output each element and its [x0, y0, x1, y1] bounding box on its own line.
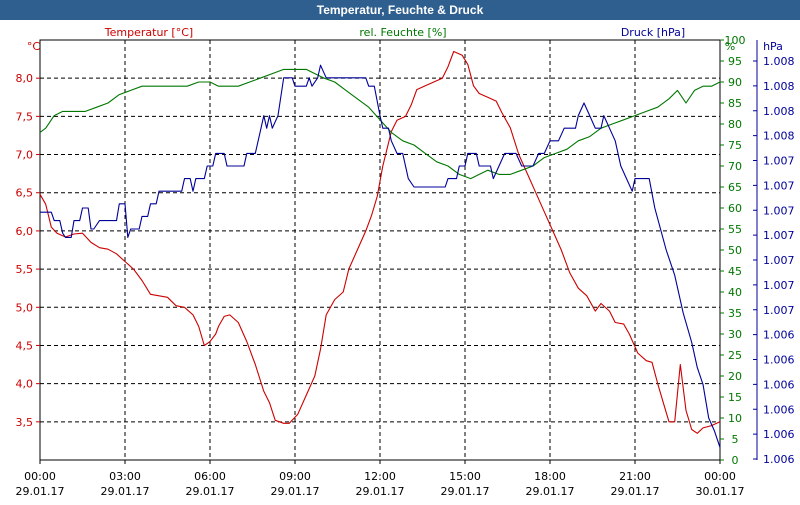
x-tick-date-label: 29.01.17	[611, 485, 660, 498]
pressure-tick-label: 1.006	[763, 453, 795, 466]
pressure-legend: Druck [hPa]	[621, 26, 685, 39]
x-tick-time-label: 00:00	[24, 470, 56, 483]
pressure-tick-label: 1.006	[763, 329, 795, 342]
temperature-unit-label: °C	[27, 40, 41, 53]
x-tick-date-label: 29.01.17	[16, 485, 65, 498]
humidity-tick-label: 40	[728, 286, 742, 299]
humidity-tick-label: 65	[728, 181, 742, 194]
x-tick-date-label: 29.01.17	[271, 485, 320, 498]
pressure-unit-label: hPa	[763, 40, 783, 53]
pressure-tick-label: 1.008	[763, 130, 795, 143]
pressure-tick-label: 1.008	[763, 105, 795, 118]
humidity-tick-label: 30	[728, 328, 742, 341]
humidity-tick-label: 50	[728, 244, 742, 257]
humidity-tick-label: 45	[728, 265, 742, 278]
humidity-tick-label: 90	[728, 76, 742, 89]
humidity-tick-label: 60	[728, 202, 742, 215]
humidity-tick-label: 70	[728, 160, 742, 173]
humidity-tick-label: 25	[728, 349, 742, 362]
humidity-tick-label: 85	[728, 97, 742, 110]
pressure-axis: 1.006 1.006 1.006 1.006 1.006 1.006 1.007 1.007…	[753, 40, 795, 466]
humidity-tick-label: 0	[732, 454, 739, 467]
x-tick-date-label: 30.01.17	[696, 485, 745, 498]
humidity-tick-label: 10	[728, 412, 742, 425]
temperature-tick-label: 4,5	[16, 339, 34, 352]
pressure-tick-label: 1.007	[763, 155, 795, 168]
x-tick-date-label: 29.01.17	[101, 485, 150, 498]
x-tick-date-label: 29.01.17	[441, 485, 490, 498]
chart-title-bar: Temperatur, Feuchte & Druck	[0, 0, 800, 20]
chart-area: 3,5 4,0 4,5 5,0 5,5 6,0 6,5 7,0 7,5 8,0 0 5 10 15 20 2…	[0, 20, 800, 500]
x-tick-time-label: 21:00	[619, 470, 651, 483]
x-tick-date-label: 29.01.17	[186, 485, 235, 498]
humidity-tick-label: 95	[728, 55, 742, 68]
x-tick-time-label: 00:00	[704, 470, 736, 483]
humidity-unit-label: %	[725, 40, 735, 53]
pressure-tick-label: 1.007	[763, 204, 795, 217]
temperature-tick-label: 3,5	[16, 416, 34, 429]
pressure-tick-label: 1.006	[763, 378, 795, 391]
temperature-tick-label: 4,0	[16, 378, 34, 391]
humidity-tick-label: 80	[728, 118, 742, 131]
x-tick-date-label: 29.01.17	[526, 485, 575, 498]
x-tick-date-label: 29.01.17	[356, 485, 405, 498]
temperature-tick-label: 6,0	[16, 225, 34, 238]
humidity-legend: rel. Feuchte [%]	[359, 26, 446, 39]
x-axis: 00:00 29.01.17 03:00 29.01.17 06:00 29.01.17 0…	[16, 460, 745, 498]
pressure-tick-label: 1.008	[763, 80, 795, 93]
pressure-tick-label: 1.006	[763, 403, 795, 416]
temperature-tick-label: 7,0	[16, 149, 34, 162]
humidity-axis: 0510152025303540455055606570758085909510…	[720, 34, 746, 467]
humidity-tick-label: 55	[728, 223, 742, 236]
pressure-tick-label: 1.007	[763, 254, 795, 267]
x-tick-time-label: 03:00	[109, 470, 141, 483]
pressure-tick-label: 1.008	[763, 55, 795, 68]
temperature-tick-label: 6,5	[16, 187, 34, 200]
temperature-legend: Temperatur [°C]	[104, 26, 193, 39]
humidity-tick-label: 35	[728, 307, 742, 320]
pressure-tick-label: 1.007	[763, 229, 795, 242]
temperature-tick-label: 7,5	[16, 110, 34, 123]
temperature-tick-label: 8,0	[16, 72, 34, 85]
pressure-tick-label: 1.007	[763, 179, 795, 192]
humidity-tick-label: 20	[728, 370, 742, 383]
x-tick-time-label: 18:00	[534, 470, 566, 483]
humidity-tick-label: 5	[732, 433, 739, 446]
x-tick-time-label: 06:00	[194, 470, 226, 483]
humidity-tick-label: 75	[728, 139, 742, 152]
temperature-axis: 3,5 4,0 4,5 5,0 5,5 6,0 6,5 7,0 7,5 8,0	[16, 72, 41, 429]
x-tick-time-label: 15:00	[449, 470, 481, 483]
pressure-tick-label: 1.007	[763, 279, 795, 292]
temperature-tick-label: 5,0	[16, 301, 34, 314]
pressure-tick-label: 1.007	[763, 304, 795, 317]
pressure-tick-label: 1.006	[763, 428, 795, 441]
pressure-tick-label: 1.006	[763, 354, 795, 367]
chart-title: Temperatur, Feuchte & Druck	[317, 3, 484, 17]
humidity-tick-label: 15	[728, 391, 742, 404]
x-tick-time-label: 09:00	[279, 470, 311, 483]
chart-svg: 3,5 4,0 4,5 5,0 5,5 6,0 6,5 7,0 7,5 8,0 0 5 10 15 20 2…	[0, 20, 800, 500]
x-tick-time-label: 12:00	[364, 470, 396, 483]
temperature-tick-label: 5,5	[16, 263, 34, 276]
